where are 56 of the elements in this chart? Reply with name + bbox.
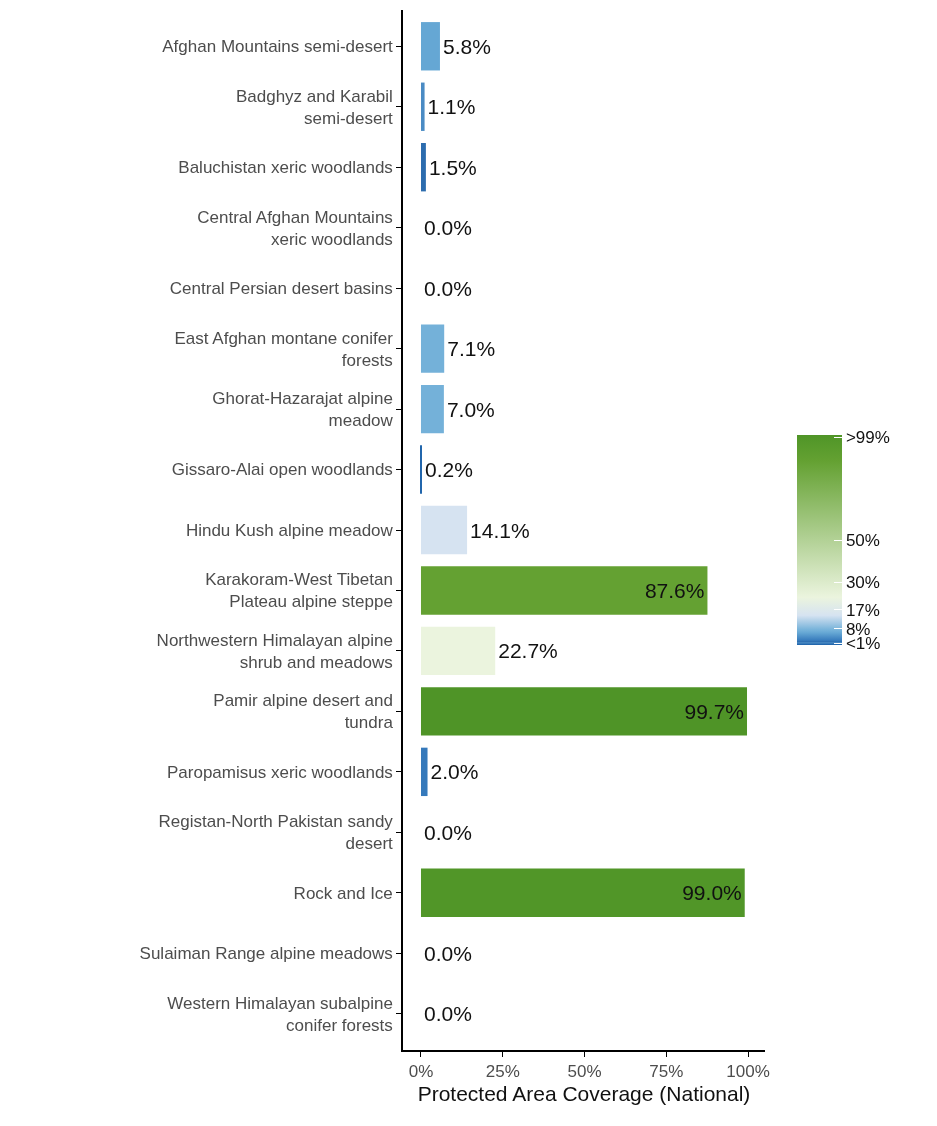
data-label: 1.5% xyxy=(428,155,477,179)
data-label: 1.1% xyxy=(427,95,476,119)
bar xyxy=(420,143,426,192)
data-label: 0.2% xyxy=(425,458,473,482)
y-tick-label: Central Afghan Mountains xeric woodlands xyxy=(197,207,393,249)
data-label: 7.0% xyxy=(446,397,495,421)
y-tick-label: Baluchistan xeric woodlands xyxy=(178,158,393,178)
y-tick-label: Registan-North Pakistan sandy desert xyxy=(158,812,394,854)
bar xyxy=(420,505,468,555)
y-tick-label: Paropamisus xeric woodlands xyxy=(167,762,393,782)
bar xyxy=(420,22,440,71)
data-label: 2.0% xyxy=(430,760,479,784)
y-tick-label: Badghyz and Karabil semi-desert xyxy=(235,86,394,128)
data-label: 0.0% xyxy=(423,941,472,965)
bar xyxy=(420,384,444,434)
y-tick-label: Ghorat-Hazarajat alpine meadow xyxy=(212,388,394,431)
color-bar-label: >99% xyxy=(845,428,890,448)
bar xyxy=(420,324,445,373)
x-tick-label: 25% xyxy=(485,1062,520,1082)
bar xyxy=(420,687,748,736)
y-tick-label: East Afghan montane conifer forests xyxy=(174,328,394,370)
y-tick-label: Karakoram-West Tibetan Plateau alpine steppe xyxy=(205,570,393,612)
x-tick-label: 0% xyxy=(408,1062,434,1082)
y-tick-label: Hindu Kush alpine meadow xyxy=(185,520,394,540)
color-bar-label: 17% xyxy=(845,600,880,620)
color-bar-label: 50% xyxy=(845,531,880,551)
data-label: 0.0% xyxy=(423,820,472,844)
data-label: 99.0% xyxy=(682,881,742,905)
bar xyxy=(420,82,425,131)
data-label: 22.7% xyxy=(498,639,558,663)
color-bar-label: <1% xyxy=(845,634,881,654)
data-label: 0.0% xyxy=(423,216,472,240)
y-tick-label: Western Himalayan subalpine conifer forests xyxy=(167,993,393,1035)
x-tick-label: 50% xyxy=(567,1062,602,1082)
bar xyxy=(420,747,428,797)
x-tick-label: 100% xyxy=(726,1062,770,1082)
y-tick-label: Northwestern Himalayan alpine shrub and meadows xyxy=(156,630,393,672)
x-tick-label: 75% xyxy=(649,1062,684,1082)
y-tick-label: Pamir alpine desert and tundra xyxy=(213,691,394,733)
y-tick-label: Afghan Mountains semi-desert xyxy=(162,37,394,57)
data-label: 0.0% xyxy=(423,276,472,300)
bar xyxy=(420,566,708,615)
color-bar-label: 30% xyxy=(845,573,880,593)
bar xyxy=(420,868,745,917)
y-tick-label: Gissaro-Alai open woodlands xyxy=(171,460,393,480)
data-label: 14.1% xyxy=(470,518,530,542)
y-tick-label: Rock and Ice xyxy=(293,883,393,903)
data-label: 7.1% xyxy=(447,337,496,361)
y-tick-label: Central Persian desert basins xyxy=(169,279,393,299)
x-axis-title: Protected Area Coverage (National) xyxy=(417,1081,751,1105)
bar xyxy=(420,626,496,676)
data-label: 99.7% xyxy=(684,699,745,723)
data-label: 5.8% xyxy=(442,34,491,58)
y-tick-label: Sulaiman Range alpine meadows xyxy=(139,944,393,964)
data-label: 0.0% xyxy=(423,1002,472,1026)
data-label: 87.6% xyxy=(644,578,705,602)
